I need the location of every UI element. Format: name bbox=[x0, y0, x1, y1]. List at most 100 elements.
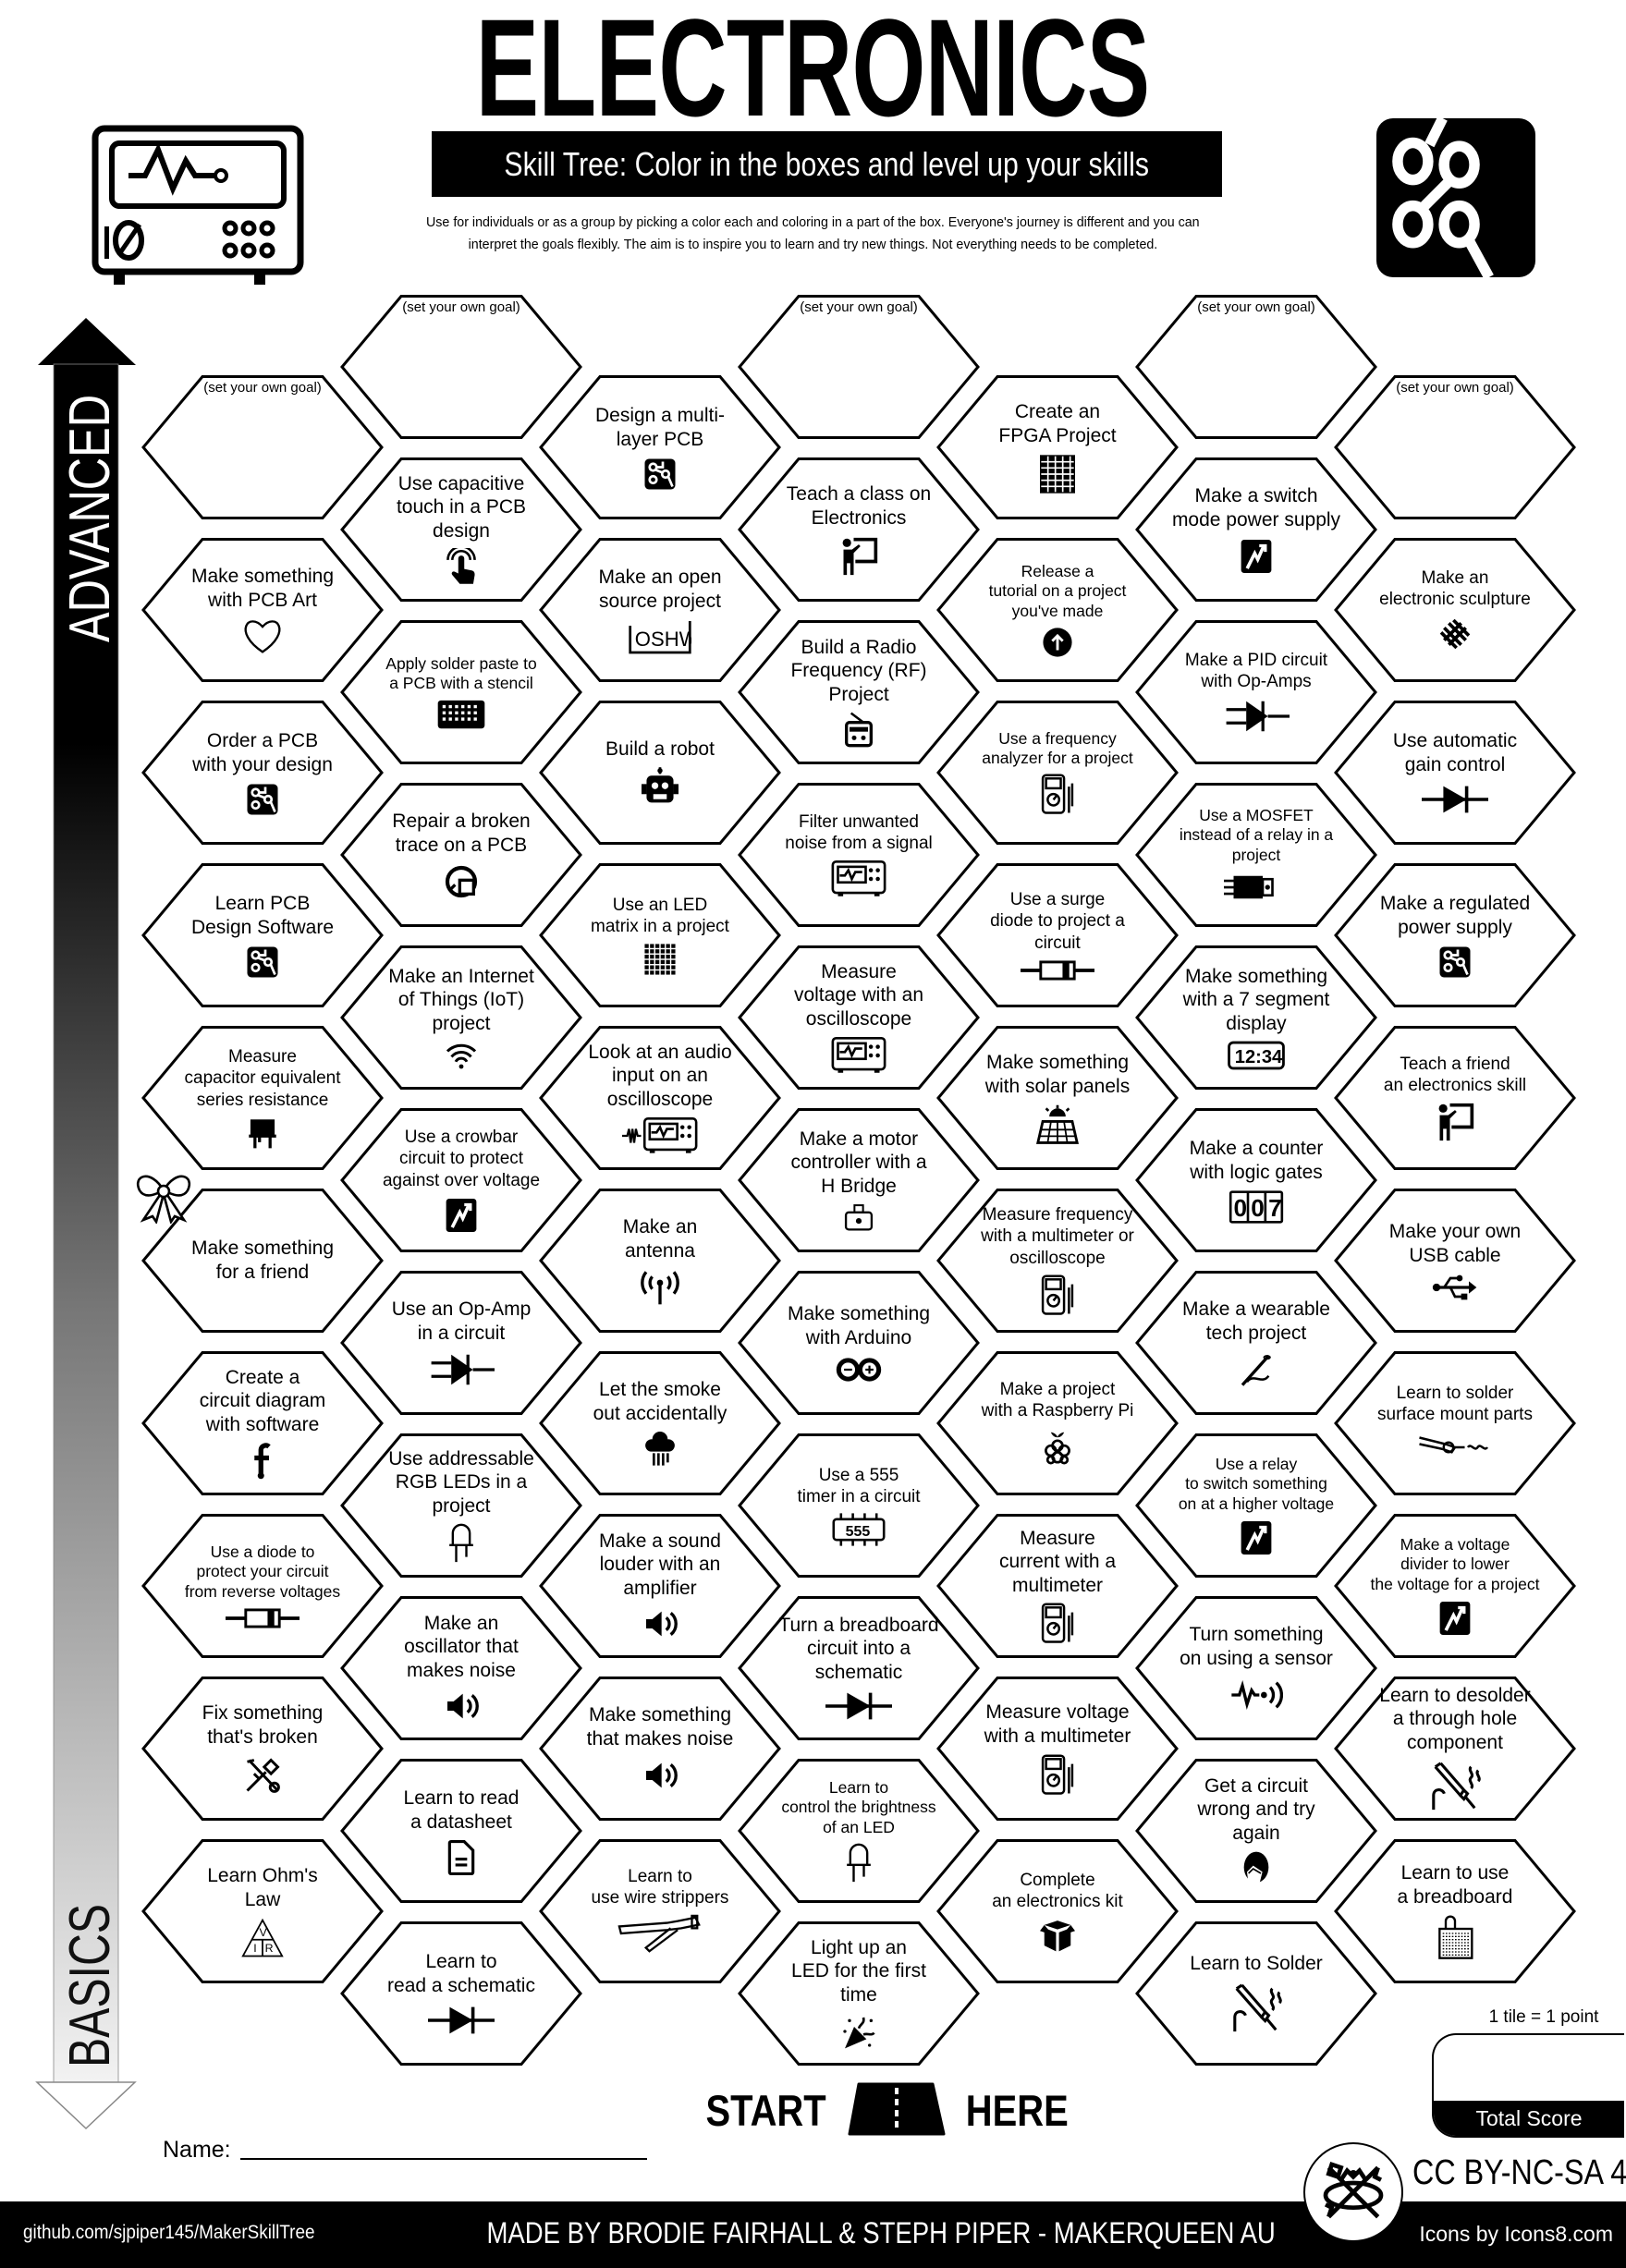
icons-credit: Icons by Icons8.com bbox=[1419, 2222, 1613, 2246]
skill-label: Use addressable RGB LEDs in a project bbox=[388, 1447, 534, 1517]
custom-goal-tile: (set your own goal) bbox=[340, 295, 582, 439]
skill-label: Let the smoke out accidentally bbox=[593, 1379, 727, 1424]
skill-tile: Make a sound louder with an amplifier bbox=[539, 1514, 781, 1658]
mosfet-icon bbox=[1224, 871, 1289, 904]
lightning-icon bbox=[445, 1197, 478, 1234]
score-rule: 1 tile = 1 point bbox=[1488, 2007, 1599, 2027]
multimeter-icon bbox=[1041, 1603, 1074, 1645]
skill-tile: Learn to Solder bbox=[1135, 1921, 1377, 2066]
skill-label: Make a sound louder with an amplifier bbox=[599, 1530, 721, 1599]
skill-label: Measure capacitor equivalent series resi… bbox=[184, 1047, 341, 1110]
description-line-2: interpret the goals flexibly. The aim is… bbox=[468, 237, 1158, 252]
skill-tile: Fix something that's broken bbox=[141, 1677, 384, 1821]
skill-label: Learn PCB Design Software bbox=[190, 893, 335, 938]
skill-label: Repair a broken trace on a PCB bbox=[392, 811, 531, 856]
skill-tile: Use a 555 timer in a circuit 555 bbox=[738, 1433, 980, 1578]
icon-text: I bbox=[253, 1942, 256, 1955]
skill-label: Teach a friend an electronics skill bbox=[1383, 1054, 1527, 1095]
skill-tile: Complete an electronics kit bbox=[936, 1839, 1179, 1983]
skill-label: Make a counter with logic gates bbox=[1189, 1138, 1324, 1183]
skill-label: Make something with a 7 segment display bbox=[1182, 965, 1330, 1034]
skill-label: Use a diode to protect your circuit from… bbox=[184, 1542, 341, 1601]
skill-tile: Make a regulated power supply bbox=[1334, 863, 1576, 1007]
custom-goal-label: (set your own goal) bbox=[1396, 380, 1514, 396]
skill-tile: Use a frequency analyzer for a project bbox=[936, 701, 1179, 845]
name-field[interactable] bbox=[240, 2158, 647, 2160]
skill-label: Learn to use a breadboard bbox=[1397, 1862, 1513, 1908]
skill-tile: Use an Op-Amp in a circuit bbox=[340, 1271, 582, 1415]
start-text: START bbox=[705, 2085, 826, 2135]
document-icon bbox=[447, 1839, 475, 1875]
skill-tile: Measure frequency with a multimeter or o… bbox=[936, 1189, 1179, 1333]
skill-label: Learn to solder surface mount parts bbox=[1377, 1383, 1533, 1424]
skill-label: Learn to Solder bbox=[1190, 1953, 1323, 1975]
skill-label: Make an oscillator that makes noise bbox=[404, 1612, 519, 1681]
skill-tile: Learn to use a breadboard bbox=[1334, 1839, 1576, 1983]
skill-tile: Make a PID circuit with Op-Amps bbox=[1135, 620, 1377, 764]
oscilloscope-icon bbox=[831, 860, 886, 898]
total-score-label: Total Score bbox=[1434, 2101, 1624, 2136]
skill-tile: Release a tutorial on a project you've m… bbox=[936, 538, 1179, 682]
skill-tile: Make something with a 7 segment display 1… bbox=[1135, 945, 1377, 1090]
skill-tile: Make your own USB cable bbox=[1334, 1189, 1576, 1333]
skill-label: Make something with solar panels bbox=[984, 1052, 1131, 1097]
skill-tile: Apply solder paste to a PCB with a stenc… bbox=[340, 620, 582, 764]
skill-label: Light up an LED for the first time bbox=[791, 1936, 926, 2006]
oshw-icon: OSHW bbox=[629, 619, 691, 654]
skill-tile: Make a voltage divider to lower the volt… bbox=[1334, 1514, 1576, 1658]
arduino-icon bbox=[835, 1356, 883, 1384]
skill-tile: Use automatic gain control bbox=[1334, 701, 1576, 845]
sensor-icon bbox=[1229, 1677, 1283, 1713]
skill-tile: Create a circuit diagram with software bbox=[141, 1351, 384, 1495]
skill-tile: Make a motor controller with a H Bridge bbox=[738, 1108, 980, 1252]
skill-tile: Make an oscillator that makes noise bbox=[340, 1596, 582, 1740]
skill-label: Filter unwanted noise from a signal bbox=[785, 811, 933, 853]
motor-icon bbox=[843, 1203, 874, 1233]
name-label: Name: bbox=[163, 2137, 231, 2163]
robot-icon bbox=[642, 766, 679, 808]
heart-icon bbox=[242, 618, 283, 655]
speaker-icon bbox=[642, 1605, 679, 1642]
skill-tile: Turn something on using a sensor bbox=[1135, 1596, 1377, 1740]
sculpture-icon bbox=[1437, 616, 1473, 652]
skill-label: Use an LED matrix in a project bbox=[591, 895, 729, 936]
skill-label: Make a PID circuit with Op-Amps bbox=[1184, 650, 1328, 691]
skill-tile: Use a surge diode to project a circuit bbox=[936, 863, 1179, 1007]
skill-tile: Make something that makes noise bbox=[539, 1677, 781, 1821]
subtitle-text: Skill Tree: Color in the boxes and level… bbox=[504, 145, 1150, 183]
diode-icon bbox=[825, 1689, 892, 1723]
icon-text: 0 bbox=[1251, 1193, 1265, 1221]
skill-tile: Turn a breadboard circuit into a schemat… bbox=[738, 1596, 980, 1740]
skill-label: Create a circuit diagram with software bbox=[199, 1366, 326, 1435]
github-link[interactable]: github.com/sjpiper145/MakerSkillTree bbox=[23, 2222, 315, 2243]
skill-label: Complete an electronics kit bbox=[992, 1870, 1123, 1911]
arrow-down-head bbox=[35, 2081, 137, 2130]
skill-tile: Learn to solder surface mount parts bbox=[1334, 1351, 1576, 1495]
skill-label: Design a multi- layer PCB bbox=[594, 405, 726, 450]
total-score-box[interactable]: Total Score bbox=[1432, 2033, 1624, 2138]
makerqueen-tools-icon bbox=[1303, 2142, 1403, 2242]
circuit-icon bbox=[1376, 118, 1535, 277]
breadboard-icon bbox=[1437, 1915, 1473, 1961]
teach-icon bbox=[1435, 1102, 1475, 1142]
skill-tile: Learn to read a datasheet bbox=[340, 1759, 582, 1903]
skill-tile: Make an electronic sculpture bbox=[1334, 538, 1576, 682]
skill-tile: Make an open source project OSHW bbox=[539, 538, 781, 682]
skill-tile: Use addressable RGB LEDs in a project bbox=[340, 1433, 582, 1578]
opamp-icon bbox=[1223, 698, 1290, 735]
skill-label: Make a motor controller with a H Bridge bbox=[790, 1128, 927, 1197]
skill-label: Make a switch mode power supply bbox=[1171, 485, 1341, 530]
skill-label: Learn to control the brightness of an LE… bbox=[781, 1777, 936, 1836]
raspberry-icon bbox=[1041, 1427, 1074, 1468]
lightning-icon bbox=[1240, 1519, 1273, 1556]
skill-tile: Learn to use wire strippers bbox=[539, 1839, 781, 1983]
skill-label: Make something with PCB Art bbox=[190, 566, 335, 611]
skill-label: Use capacitive touch in a PCB design bbox=[396, 472, 527, 542]
skill-label: Measure current with a multimeter bbox=[998, 1527, 1117, 1596]
skill-tile: Make an Internet of Things (IoT) project bbox=[340, 945, 582, 1090]
skill-tile: Let the smoke out accidentally bbox=[539, 1351, 781, 1495]
here-text: HERE bbox=[965, 2085, 1069, 2135]
multimeter-icon bbox=[1041, 774, 1074, 816]
skill-label: Build a Radio Frequency (RF) Project bbox=[790, 636, 927, 705]
